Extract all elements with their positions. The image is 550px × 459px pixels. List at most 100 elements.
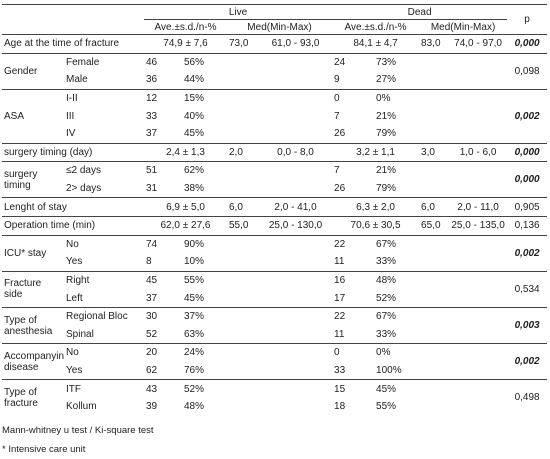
cell: 73,0: [227, 34, 259, 54]
row-label: ASA: [2, 88, 64, 144]
sub-label: Male: [66, 74, 88, 86]
p-value: 0,002: [507, 343, 548, 380]
cell: 55%: [376, 401, 397, 413]
group-header: Dead: [332, 4, 508, 20]
p-value: 0,002: [507, 234, 548, 272]
cell: 24: [332, 52, 375, 72]
footnote: Mann-whitney u test / Ki-square test: [2, 425, 154, 437]
table-row: ASA I-II 12 15% 0 0% 0,002: [2, 88, 548, 144]
row-label: surgery timing (day): [2, 142, 144, 162]
cell: 63%: [184, 328, 205, 340]
cell: 33: [146, 110, 158, 122]
p-value: 0,000: [507, 142, 548, 162]
p-value: 0,003: [507, 306, 548, 344]
cell: 37%: [182, 306, 227, 326]
blank-cell: [227, 362, 332, 380]
blank-cell: [2, 4, 144, 20]
cell: 2,4 ± 1,3: [144, 142, 227, 162]
sub-label: I-II: [64, 88, 144, 108]
blank-cell: [227, 125, 332, 143]
cell: 48%: [184, 401, 205, 413]
table-row: Fracture side Right 45 55% 16 48% 0,534: [2, 270, 548, 308]
cell: 6,9 ± 5,0: [144, 197, 227, 217]
sub-label: 2> days: [66, 183, 102, 195]
cell: 67%: [374, 234, 420, 254]
p-header: p: [507, 4, 548, 35]
column-header: Med(Min-Max): [247, 21, 312, 33]
cell: 74: [144, 234, 182, 254]
cell: 22: [332, 234, 375, 254]
sub-label: No: [64, 343, 144, 362]
cell: 9: [334, 74, 340, 86]
column-header: Ave.±s.d./n-%: [154, 21, 217, 33]
cell: 36: [146, 74, 158, 86]
blank-cell: [419, 398, 507, 416]
row-label: Accompanying disease: [2, 343, 64, 380]
row-label: surgery timing: [2, 161, 64, 198]
cell: 8: [146, 256, 152, 268]
blank-cell: [419, 234, 508, 254]
cell: 38%: [184, 183, 205, 195]
cell: 31: [146, 183, 158, 195]
table-row: Gender Female 46 56% 24 73% 0,098: [2, 52, 548, 90]
cell: 43: [144, 379, 182, 398]
cell: 83,0: [419, 34, 450, 54]
cell: 1,0 - 6,0: [449, 142, 508, 162]
blank-cell: [419, 270, 508, 290]
header-row: Ave.±s.d./n-% Med(Min-Max) Ave.±s.d./n-% Me…: [2, 20, 547, 35]
cell: 62%: [182, 161, 227, 180]
cell: 26: [334, 183, 346, 195]
cell: 33: [334, 364, 346, 376]
cell: 56%: [182, 52, 227, 72]
cell: 21%: [376, 110, 397, 122]
cell: 39: [146, 401, 158, 413]
cell: 70,6 ± 30,5: [332, 215, 420, 236]
cell: 16: [332, 270, 375, 290]
blank-cell: [2, 20, 144, 35]
cell: 74,9 ± 7,6: [144, 34, 227, 54]
p-value: 0,098: [507, 52, 548, 90]
cell: 52%: [182, 379, 227, 398]
table-row: Male 36 44% 9 27%: [2, 71, 547, 89]
cell: 74,0 - 97,0: [449, 34, 508, 54]
cell: 2,0 - 41,0: [259, 197, 333, 217]
cell: 51: [144, 161, 182, 180]
cell: 37: [146, 292, 158, 304]
table-row: Yes 62 76% 33 100%: [2, 362, 547, 380]
table-row: Left 37 45% 17 52%: [2, 289, 547, 307]
sub-label: ≤2 days: [64, 161, 144, 180]
row-label: Fracture side: [2, 270, 64, 308]
cell: 37: [146, 128, 158, 140]
sub-label: No: [64, 234, 144, 254]
cell: 3,0: [419, 142, 450, 162]
table-row: Age at the time of fracture 74,9 ± 7,6 73,…: [2, 34, 548, 54]
blank-cell: [227, 306, 333, 326]
blank-cell: [419, 180, 507, 198]
sub-label: Kollum: [66, 401, 97, 413]
p-value: 0,905: [507, 197, 548, 217]
cell: 73%: [374, 52, 420, 72]
blank-cell: [419, 71, 507, 89]
cell: 62: [146, 364, 158, 376]
blank-cell: [227, 326, 332, 344]
cell: 26: [334, 128, 346, 140]
table-row: IV 37 45% 26 79%: [2, 125, 547, 143]
cell: 45%: [184, 292, 205, 304]
blank-cell: [419, 343, 508, 362]
table-row: Type of fracture ITF 43 52% 15 45% 0,498: [2, 379, 548, 416]
blank-cell: [227, 107, 332, 125]
cell: 24%: [182, 343, 227, 362]
sub-label: Regional Bloc: [64, 306, 144, 326]
table-row: Lenght of stay 6,9 ± 5,0 6,0 2,0 - 41,0 6,3 …: [2, 197, 548, 217]
cell: 52%: [376, 292, 397, 304]
cell: 45%: [374, 379, 420, 398]
cell: 0%: [374, 88, 420, 108]
cell: 84,1 ± 4,7: [332, 34, 420, 54]
cell: 0: [332, 88, 375, 108]
cell: 48%: [374, 270, 420, 290]
cell: 11: [334, 328, 345, 340]
cell: 21%: [374, 161, 420, 180]
blank-cell: [419, 379, 508, 398]
cell: 0: [332, 343, 375, 362]
footnotes: Mann-whitney u test / Ki-square test * In…: [2, 421, 547, 459]
